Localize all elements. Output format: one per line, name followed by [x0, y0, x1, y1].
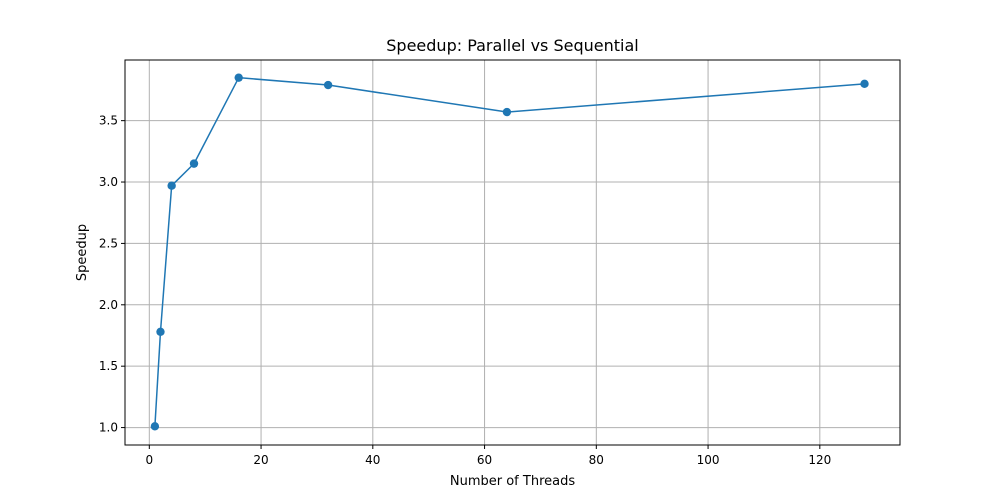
x-tick-label: 20 [253, 453, 268, 467]
y-tick-label: 3.5 [99, 114, 118, 128]
x-tick-label: 80 [589, 453, 604, 467]
y-tick-label: 1.5 [99, 359, 118, 373]
data-point [190, 159, 198, 167]
chart-title: Speedup: Parallel vs Sequential [386, 36, 638, 55]
x-tick-label: 60 [477, 453, 492, 467]
data-point [151, 422, 159, 430]
data-point [860, 80, 868, 88]
data-point [167, 182, 175, 190]
x-tick-label: 40 [365, 453, 380, 467]
x-tick-label: 0 [145, 453, 153, 467]
data-point [235, 73, 243, 81]
y-tick-label: 2.0 [99, 298, 118, 312]
x-tick-label: 100 [697, 453, 720, 467]
data-point [324, 81, 332, 89]
y-axis-label: Speedup [75, 224, 90, 281]
y-tick-label: 1.0 [99, 421, 118, 435]
y-tick-label: 3.0 [99, 175, 118, 189]
x-axis-label: Number of Threads [450, 474, 575, 489]
data-point [156, 328, 164, 336]
x-tick-label: 120 [808, 453, 831, 467]
data-point [503, 108, 511, 116]
y-tick-label: 2.5 [99, 236, 118, 250]
